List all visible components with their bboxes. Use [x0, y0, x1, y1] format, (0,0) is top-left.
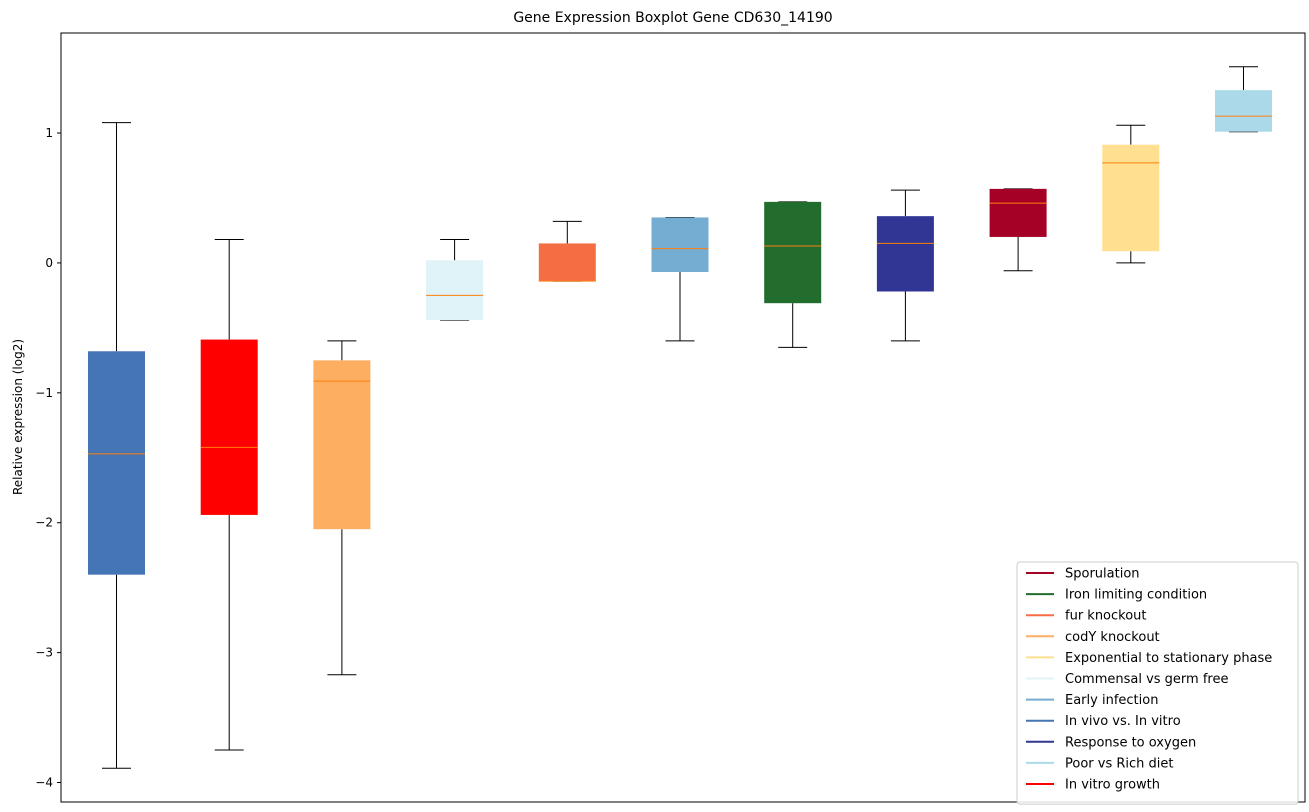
legend-label: Early infection [1065, 693, 1158, 708]
y-tick-label: −4 [35, 776, 53, 790]
y-tick-label: 0 [45, 256, 53, 270]
legend-label: Exponential to stationary phase [1065, 651, 1272, 666]
legend-item: Exponential to stationary phase [1026, 651, 1272, 666]
box-fur-knockout [538, 220, 596, 282]
legend-label: Iron limiting condition [1065, 588, 1207, 603]
legend-item: Early infection [1026, 693, 1158, 708]
legend-item: Response to oxygen [1026, 735, 1196, 750]
legend-label: Poor vs Rich diet [1065, 756, 1173, 771]
box-body [1102, 144, 1160, 252]
legend-label: fur knockout [1065, 609, 1147, 624]
legend-item: Sporulation [1026, 567, 1140, 582]
legend-label: In vivo vs. In vitro [1065, 714, 1181, 729]
legend-item: Iron limiting condition [1026, 588, 1207, 603]
legend-label: Sporulation [1065, 567, 1140, 582]
y-axis: 1 0 −1 −2 −3 −4 [35, 126, 61, 790]
box-in-vivo-vs-in-vitro [88, 122, 145, 769]
box-body [876, 216, 934, 292]
legend-item: Commensal vs germ free [1026, 672, 1228, 687]
box-exponential-to-stationary-phase [1102, 124, 1160, 264]
box-commensal-vs-germ-free [426, 239, 484, 321]
box-sporulation [989, 188, 1047, 272]
box-early-infection [651, 216, 709, 342]
box-response-to-oxygen [876, 189, 934, 342]
box-cody-knockout [313, 340, 371, 676]
box-body [989, 188, 1047, 237]
chart-title: Gene Expression Boxplot Gene CD630_14190 [513, 10, 832, 26]
y-tick-label: −2 [35, 516, 53, 530]
legend-label: Commensal vs germ free [1065, 672, 1228, 687]
legend-item: codY knockout [1026, 630, 1160, 645]
box-iron-limiting-condition [764, 201, 822, 348]
legend-item: fur knockout [1026, 609, 1147, 624]
y-tick-label: −3 [35, 646, 53, 660]
box-body [538, 243, 596, 282]
boxes-group [88, 66, 1272, 769]
y-axis-label: Relative expression (log2) [11, 339, 25, 495]
box-poor-vs-rich-diet [1215, 66, 1272, 133]
box-body [1215, 90, 1272, 132]
legend-item: Poor vs Rich diet [1026, 756, 1173, 771]
legend-item: In vitro growth [1026, 778, 1160, 793]
legend-label: In vitro growth [1065, 778, 1160, 793]
legend-label: Response to oxygen [1065, 735, 1196, 750]
box-body [651, 217, 709, 273]
y-tick-label: 1 [45, 126, 53, 140]
plot-frame [60, 32, 1306, 803]
box-body [200, 339, 258, 515]
legend-label: codY knockout [1065, 630, 1160, 645]
legend: Sporulation Iron limiting condition fur kn… [1016, 561, 1299, 805]
legend-frame [1016, 561, 1299, 805]
box-body [764, 201, 822, 304]
box-body [88, 351, 145, 575]
y-tick-label: −1 [35, 386, 53, 400]
legend-item: In vivo vs. In vitro [1026, 714, 1181, 729]
box-in-vitro-growth [200, 239, 258, 751]
box-body [313, 360, 371, 530]
box-body [426, 260, 484, 321]
